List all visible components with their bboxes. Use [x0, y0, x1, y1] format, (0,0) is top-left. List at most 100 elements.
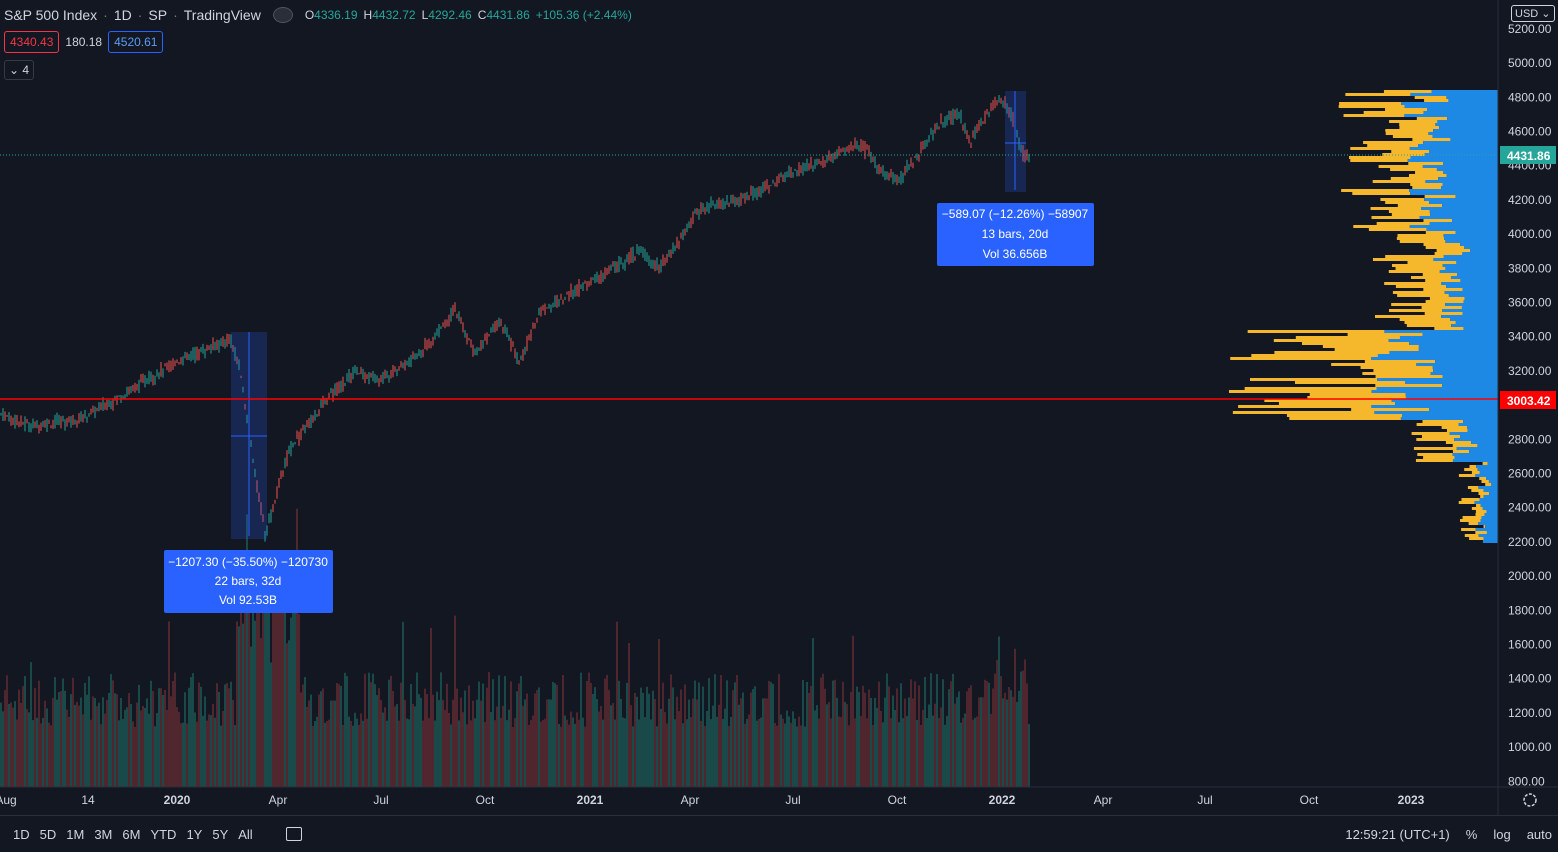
time-tick-4: Jul [373, 793, 388, 807]
vp-row-down [1423, 111, 1498, 114]
vp-row-up [1385, 201, 1430, 204]
vp-row-up [1475, 510, 1487, 513]
range-all[interactable]: All [238, 826, 253, 842]
vp-row-up [1392, 135, 1433, 138]
vp-row-down [1432, 366, 1498, 369]
vp-row-up [1425, 300, 1464, 303]
price-tick-0: 5200.00 [1508, 22, 1552, 36]
vp-row-up [1479, 477, 1487, 480]
vp-row-down [1435, 360, 1498, 363]
range-1d[interactable]: 1D [13, 826, 30, 842]
vp-row-up [1397, 204, 1443, 207]
vp-row-down [1437, 120, 1498, 123]
vp-row-up [1350, 147, 1410, 150]
time-tick-0: Aug [0, 793, 17, 807]
vp-row-up [1273, 339, 1389, 342]
time-axis[interactable]: Aug 14 2020 Apr Jul Oct 2021 Apr Jul Oct 2022 Apr Ju… [0, 793, 1425, 807]
exchange: SP [148, 7, 168, 23]
vp-row-up [1385, 129, 1434, 132]
range-5d[interactable]: 5D [39, 826, 57, 842]
vp-row-up [1364, 360, 1436, 363]
vp-row-down [1444, 237, 1498, 240]
range-6m[interactable]: 6M [122, 826, 141, 842]
price-tick-15: 2200.00 [1508, 535, 1552, 549]
vp-row-down [1433, 129, 1498, 132]
vp-row-up [1414, 96, 1447, 99]
buy-button[interactable]: 4520.61 [108, 31, 164, 53]
range-3m[interactable]: 3M [94, 826, 113, 842]
vp-row-up [1363, 141, 1424, 144]
settings-gear-icon[interactable] [1523, 793, 1537, 807]
vp-row-up [1375, 384, 1443, 387]
vp-row-down [1454, 438, 1498, 441]
close-value: 4431.86 [486, 8, 530, 22]
interval[interactable]: 1D [113, 7, 132, 23]
vp-row-down [1410, 93, 1498, 96]
vp-row-up [1380, 198, 1425, 201]
vp-row-down [1474, 501, 1498, 504]
vp-row-down [1467, 429, 1498, 432]
sell-button[interactable]: 4340.43 [4, 31, 60, 53]
range-1m[interactable]: 1M [66, 826, 85, 842]
chart-canvas[interactable]: 5200.005000.004800.004600.004400.004200.… [0, 0, 1558, 815]
measure-2-line3: Vol 36.656B [983, 247, 1048, 261]
symbol-name[interactable]: S&P 500 Index [4, 7, 98, 23]
vp-row-down [1409, 342, 1498, 345]
price-tick-3: 4600.00 [1508, 125, 1552, 139]
vp-row-down [1445, 267, 1498, 270]
vp-row-down [1449, 432, 1498, 435]
vp-row-up [1468, 522, 1479, 525]
vp-row-up [1399, 240, 1446, 243]
range-5y[interactable]: 5Y [212, 826, 229, 842]
vp-row-down [1448, 294, 1498, 297]
vp-row-up [1338, 105, 1405, 108]
price-axis[interactable]: 5200.005000.004800.004600.004400.004200.… [1508, 22, 1552, 788]
vp-row-up [1422, 273, 1458, 276]
eye-icon[interactable] [272, 7, 293, 23]
vp-row-down [1488, 480, 1498, 483]
percent-toggle[interactable]: % [1465, 826, 1478, 842]
vp-row-down [1407, 159, 1498, 162]
vp-row-down [1452, 453, 1498, 456]
vp-row-down [1429, 222, 1498, 225]
vp-row-down [1433, 369, 1498, 372]
vp-row-down [1479, 471, 1498, 474]
vp-row-up [1425, 231, 1456, 234]
vp-row-up [1410, 183, 1443, 186]
vp-row-up [1228, 390, 1372, 393]
log-toggle[interactable]: log [1493, 826, 1511, 842]
auto-toggle[interactable]: auto [1526, 826, 1552, 842]
vp-row-down [1485, 525, 1498, 528]
vp-row-up [1347, 333, 1423, 336]
vp-row-down [1429, 150, 1498, 153]
vp-row-up [1294, 381, 1406, 384]
vp-row-up [1406, 324, 1452, 327]
vp-row-down [1399, 336, 1498, 339]
vp-row-down [1424, 198, 1498, 201]
vp-row-up [1389, 120, 1438, 123]
calendar-icon[interactable] [285, 827, 302, 841]
measure-2-info [937, 203, 1094, 266]
vp-row-down [1462, 252, 1498, 255]
vp-row-down [1463, 300, 1498, 303]
vp-row-down [1430, 372, 1498, 375]
vp-row-down [1446, 96, 1498, 99]
vp-row-down [1421, 207, 1498, 210]
vp-row-down [1389, 351, 1498, 354]
range-1y[interactable]: 1Y [186, 826, 203, 842]
vp-row-down [1427, 108, 1498, 111]
clock-time[interactable]: 12:59:21 (UTC+1) [1345, 826, 1450, 842]
indicators-collapse-button[interactable]: ⌄ 4 [4, 60, 35, 80]
range-ytd[interactable]: YTD [150, 826, 177, 842]
vp-row-down [1486, 531, 1498, 534]
vp-row-down [1464, 297, 1498, 300]
vp-row-up [1390, 177, 1439, 180]
price-tick-12: 2800.00 [1508, 432, 1552, 446]
vp-row-up [1445, 441, 1472, 444]
currency-button[interactable]: USD ⌄ [1511, 5, 1555, 22]
vp-row-up [1464, 468, 1478, 471]
vp-row-down [1391, 399, 1498, 402]
vp-row-up [1395, 285, 1447, 288]
vp-row-up [1475, 513, 1485, 516]
price-tick-14: 2400.00 [1508, 501, 1552, 515]
